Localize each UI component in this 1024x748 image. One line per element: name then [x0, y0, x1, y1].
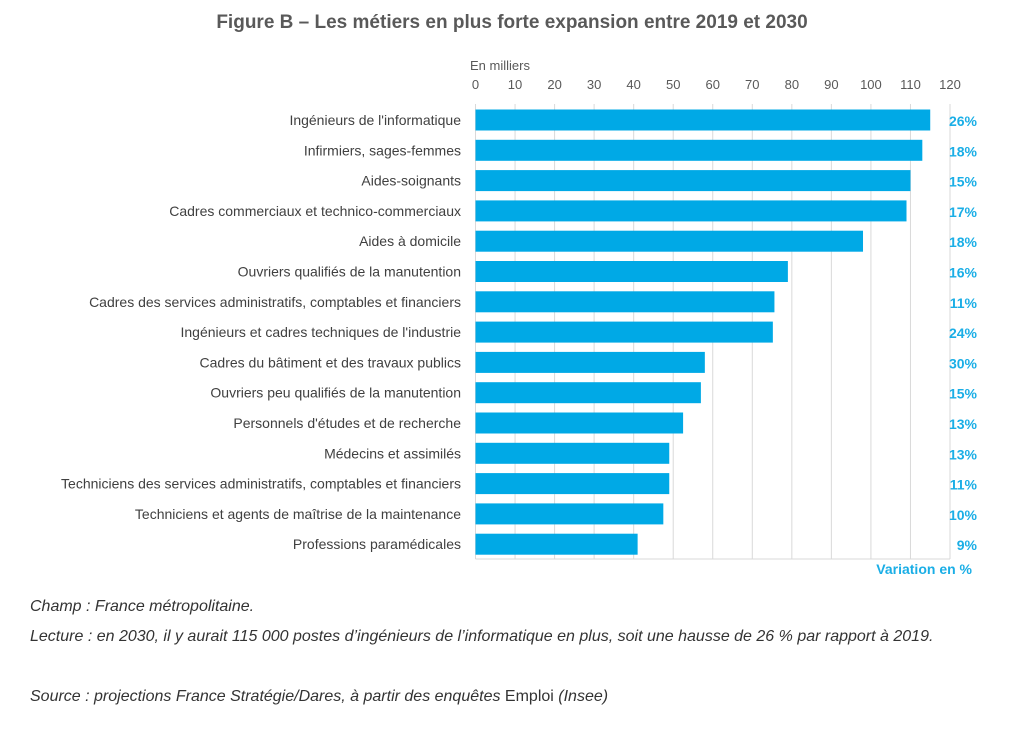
x-tick-label: 20	[547, 77, 561, 92]
variation-label: 18%	[949, 143, 978, 159]
x-tick-label: 100	[860, 77, 882, 92]
variation-label: 11%	[950, 477, 978, 493]
bar	[475, 109, 931, 131]
bar	[475, 412, 684, 434]
category-label: Infirmiers, sages-femmes	[304, 142, 461, 158]
x-tick-label: 90	[824, 77, 838, 92]
variation-label: 15%	[949, 174, 978, 190]
bar	[475, 533, 638, 555]
source-prefix: Source : projections France Stratégie/Da…	[30, 688, 505, 705]
category-label: Médecins et assimilés	[324, 445, 461, 461]
chart-title: Figure B – Les métiers en plus forte exp…	[216, 12, 808, 33]
footnote-source: Source : projections France Stratégie/Da…	[30, 686, 608, 708]
source-suffix: (Insee)	[553, 688, 609, 705]
category-label: Cadres commerciaux et technico-commercia…	[169, 203, 461, 219]
variation-label: 26%	[949, 113, 978, 129]
bar	[475, 261, 788, 282]
x-tick-label: 30	[587, 77, 601, 92]
x-tick-label: 110	[900, 77, 921, 92]
category-label: Ingénieurs de l'informatique	[289, 112, 461, 128]
variation-label: 11%	[950, 295, 978, 311]
variation-label: 13%	[949, 416, 978, 432]
category-label: Aides à domicile	[359, 233, 461, 249]
variation-label: 9%	[957, 537, 978, 553]
bar	[475, 291, 775, 313]
bar	[475, 139, 923, 161]
category-label: Personnels d'études et de recherche	[233, 415, 461, 431]
variation-label: 24%	[949, 325, 978, 341]
x-axis-label: En milliers	[470, 58, 530, 73]
bar	[475, 170, 911, 192]
variation-label: 18%	[949, 234, 978, 250]
category-label: Cadres des services administratifs, comp…	[89, 294, 461, 310]
bar-chart: 0 10 20 30 40 50 60 70 80 90 100 110 120 En milliers I…	[61, 58, 978, 577]
bar	[475, 230, 864, 252]
category-label: Ingénieurs et cadres techniques de l'ind…	[180, 324, 461, 340]
x-tick-label: 70	[745, 77, 759, 92]
category-label: Cadres du bâtiment et des travaux public…	[200, 354, 461, 370]
x-tick-label: 80	[785, 77, 799, 92]
bar	[475, 382, 701, 404]
category-label: Techniciens des services administratifs,…	[61, 476, 461, 492]
x-tick-label: 120	[939, 77, 961, 92]
footnote-champ: Champ : France métropolitaine.	[30, 598, 255, 615]
category-label: Ouvriers peu qualifiés de la manutention	[210, 385, 461, 401]
x-tick-label: 50	[666, 77, 680, 92]
source-emploi: Emploi	[504, 688, 554, 705]
variation-label: 30%	[949, 355, 978, 371]
x-tick-label: 60	[706, 77, 720, 92]
category-label: Professions paramédicales	[293, 536, 461, 552]
variation-label: 16%	[949, 265, 978, 281]
variation-label: 13%	[949, 446, 978, 462]
variation-axis-label: Variation en %	[876, 561, 972, 577]
footnote-lecture: Lecture : en 2030, il y aurait 115 000 p…	[30, 628, 934, 645]
variation-label: 17%	[949, 204, 978, 220]
x-tick-label: 10	[508, 77, 522, 92]
bar	[475, 473, 670, 495]
x-tick-label: 40	[626, 77, 640, 92]
category-label: Techniciens et agents de maîtrise de la …	[135, 506, 461, 522]
category-label: Ouvriers qualifiés de la manutention	[238, 264, 461, 280]
bar	[475, 321, 773, 343]
variation-label: 15%	[949, 386, 978, 402]
bar	[475, 200, 907, 222]
category-label: Aides-soignants	[361, 173, 461, 189]
bar	[475, 351, 705, 373]
bar	[475, 442, 670, 464]
x-tick-label: 0	[472, 77, 479, 92]
variation-label: 10%	[949, 507, 978, 523]
bar	[475, 503, 664, 525]
